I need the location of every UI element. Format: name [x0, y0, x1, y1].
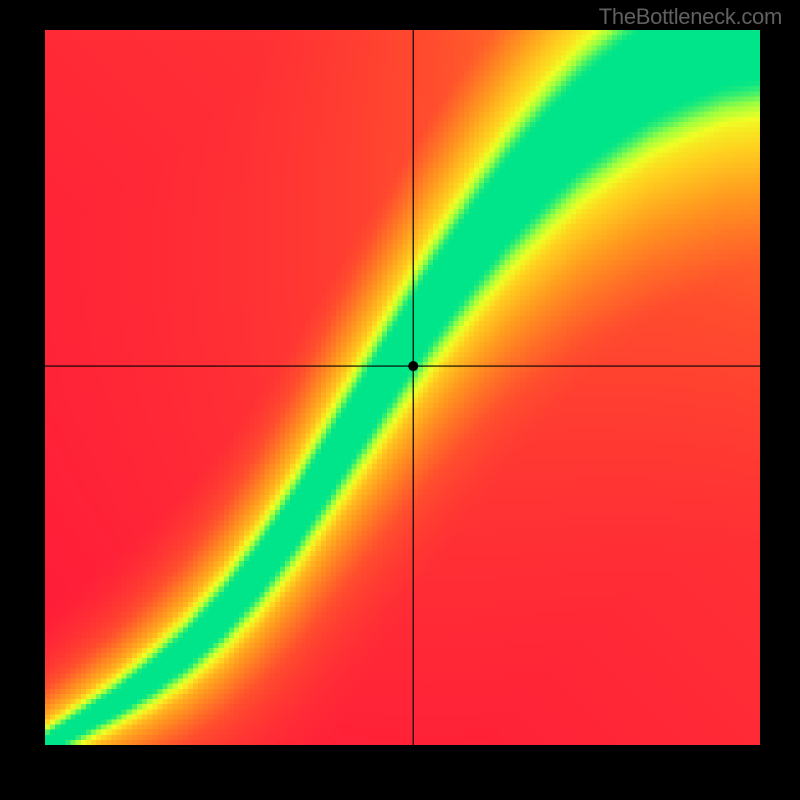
plot-area	[45, 30, 760, 745]
chart-container: TheBottleneck.com	[0, 0, 800, 800]
bottleneck-heatmap	[45, 30, 760, 745]
watermark-label: TheBottleneck.com	[599, 4, 782, 30]
